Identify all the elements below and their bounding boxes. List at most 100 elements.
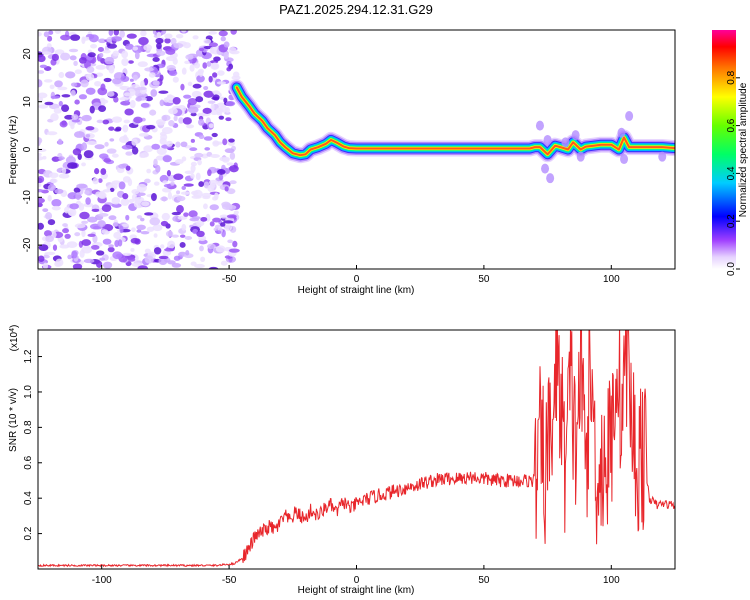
noise-speckle — [167, 260, 176, 265]
noise-speckle — [156, 147, 167, 156]
noise-speckle — [67, 210, 75, 216]
noise-speckle — [57, 86, 68, 91]
noise-speckle — [140, 231, 150, 235]
top-y-tick-label: -20 — [22, 237, 33, 252]
noise-speckle — [181, 223, 187, 231]
noise-speckle — [212, 90, 220, 95]
noise-speckle — [78, 94, 88, 100]
colorbar: 0.0 0.2 0.4 0.6 0.8 Normalized spectral ampl… — [712, 30, 749, 276]
noise-speckle — [99, 52, 104, 58]
noise-speckle — [127, 178, 133, 187]
top-x-tick-label: 0 — [354, 274, 360, 285]
noise-speckle — [45, 212, 53, 220]
noise-speckle — [53, 107, 62, 114]
noise-speckle — [125, 151, 133, 156]
colorbar-tick-label: 0.6 — [726, 118, 737, 132]
noise-speckle — [47, 194, 52, 202]
noise-speckle — [153, 247, 162, 255]
noise-speckle — [111, 203, 122, 208]
noise-speckle — [116, 167, 125, 174]
noise-speckle — [171, 211, 182, 216]
noise-speckle — [136, 215, 143, 219]
noise-speckle — [119, 96, 130, 101]
noise-speckle — [141, 151, 150, 158]
noise-speckle — [194, 62, 201, 69]
noise-speckle — [168, 70, 178, 77]
noise-speckle — [225, 117, 232, 122]
noise-speckle — [233, 210, 239, 215]
noise-speckle — [203, 85, 209, 91]
noise-speckle — [188, 210, 198, 218]
noise-speckle — [160, 220, 169, 227]
bottom-x-ticks: -100 -50 0 50 100 — [92, 565, 620, 586]
noise-speckle — [150, 89, 158, 97]
noise-speckle — [208, 179, 219, 186]
noise-speckle — [165, 48, 176, 55]
noise-speckle — [158, 256, 168, 266]
noise-speckle — [84, 190, 90, 195]
top-y-ticks: -20 -10 0 10 20 — [22, 48, 42, 252]
noise-speckle — [194, 263, 205, 269]
noise-speckle — [78, 202, 85, 211]
noise-speckle — [155, 30, 162, 33]
noise-speckle — [119, 135, 129, 143]
noise-speckle — [118, 163, 127, 169]
noise-speckle — [212, 72, 218, 78]
noise-speckle — [190, 138, 195, 143]
noise-speckle — [97, 220, 106, 228]
noise-speckle — [73, 60, 78, 66]
noise-speckle — [71, 119, 81, 123]
noise-speckle — [176, 190, 181, 195]
noise-speckle — [83, 258, 95, 264]
noise-speckle — [121, 144, 133, 150]
noise-speckle — [189, 64, 195, 72]
noise-speckle — [58, 71, 65, 79]
noise-speckle — [99, 97, 106, 102]
noise-speckle — [192, 216, 201, 220]
noise-speckle — [58, 173, 70, 179]
noise-speckle — [168, 107, 178, 115]
noise-speckle — [69, 55, 77, 61]
noise-speckle — [61, 94, 71, 98]
noise-speckle — [89, 34, 99, 43]
noise-speckle — [161, 212, 171, 221]
noise-speckle — [97, 47, 104, 52]
noise-speckle — [151, 143, 161, 150]
noise-speckle — [38, 244, 49, 251]
noise-speckle — [103, 261, 113, 269]
noise-speckle — [152, 80, 160, 86]
noise-speckle — [181, 156, 187, 162]
noise-speckle — [212, 141, 224, 145]
noise-speckle — [212, 94, 220, 101]
noise-speckle — [46, 131, 58, 136]
y-scale-factor: (x104) — [9, 325, 21, 352]
noise-speckle — [167, 94, 173, 99]
bottom-y-tick-label: 0.4 — [23, 491, 34, 505]
noise-speckle — [47, 184, 56, 192]
noise-speckle — [44, 101, 54, 106]
noise-speckle — [165, 230, 174, 237]
noise-speckle — [50, 113, 59, 122]
y-scale-prefix: (x10 — [9, 331, 20, 351]
noise-speckle — [133, 116, 143, 124]
noise-speckle — [81, 239, 92, 246]
ridge-blob — [561, 137, 570, 148]
noise-speckle — [38, 197, 45, 204]
noise-speckle — [220, 222, 226, 227]
noise-speckle — [198, 47, 205, 52]
noise-speckle — [99, 192, 107, 199]
noise-speckle — [212, 217, 222, 223]
noise-speckle — [38, 54, 46, 63]
noise-speckle — [223, 51, 229, 60]
noise-speckle — [86, 141, 98, 146]
y-scale-exponent: 4 — [9, 328, 16, 332]
noise-speckle — [164, 38, 171, 44]
noise-speckle — [38, 152, 42, 157]
noise-speckle — [136, 224, 146, 231]
noise-speckle — [64, 233, 71, 239]
noise-speckle — [210, 103, 215, 112]
noise-speckle — [137, 265, 149, 269]
noise-speckle — [87, 233, 96, 238]
noise-speckle — [131, 227, 136, 232]
noise-speckle — [160, 30, 167, 35]
